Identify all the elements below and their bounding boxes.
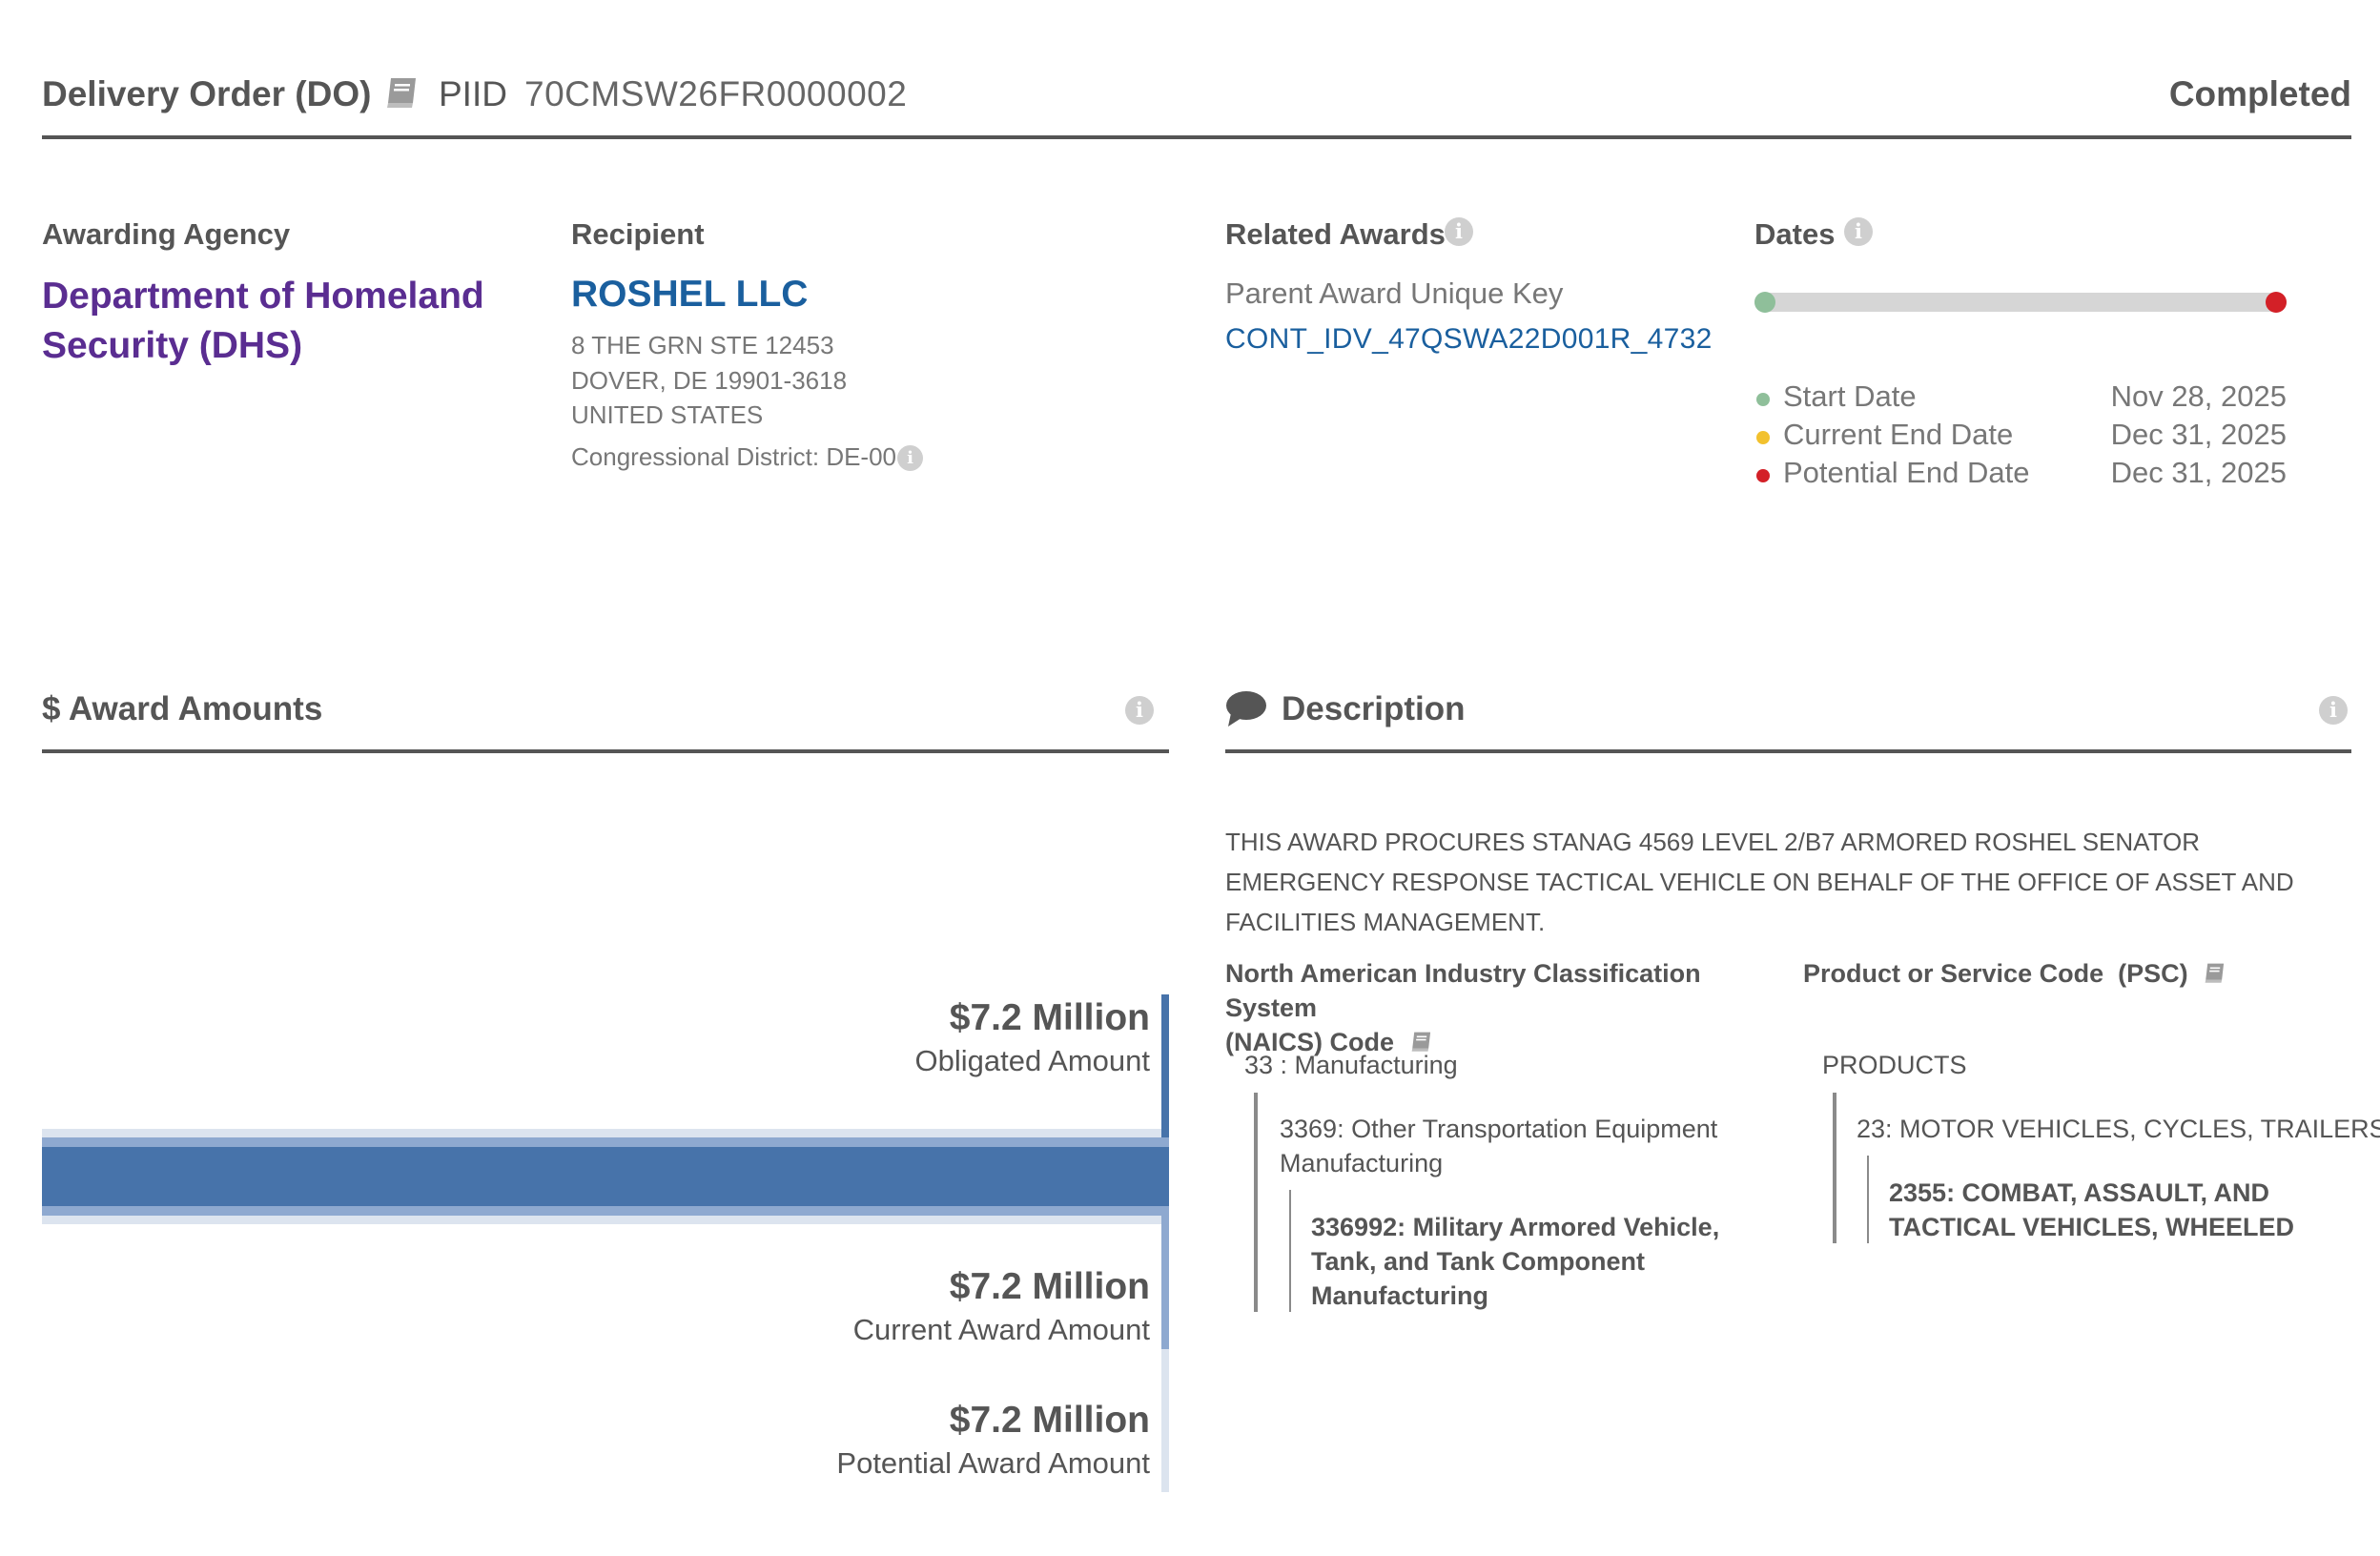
naics-glossary-book-icon[interactable] — [1409, 1031, 1434, 1054]
awarding-agency-link[interactable]: Department of Homeland Security (DHS) — [42, 276, 484, 366]
psc-tree-line-1 — [1833, 1093, 1836, 1243]
psc-tree-line-2 — [1867, 1156, 1869, 1243]
naics-tree-line-1 — [1254, 1093, 1258, 1312]
psc-level-3-line-2: TACTICAL VEHICLES, WHEELED — [1889, 1213, 2295, 1241]
awarding-agency-label: Awarding Agency — [42, 217, 291, 251]
current-indicator-line — [1161, 1216, 1169, 1349]
naics-heading-line-2: (NAICS) Code — [1225, 1028, 1394, 1056]
award-amounts-section-header: $ Award Amounts i — [42, 686, 1169, 753]
address-country: UNITED STATES — [571, 400, 764, 429]
psc-glossary-book-icon[interactable] — [2203, 962, 2227, 985]
obligated-amount-value: $7.2 Million — [949, 997, 1150, 1038]
start-date-label: Start Date — [1783, 379, 1917, 413]
address-line-2: DOVER, DE 19901-3618 — [571, 365, 848, 395]
parent-award-key-label: Parent Award Unique Key — [1225, 276, 1564, 310]
naics-level-2: 3369: Other Transportation Equipment Man… — [1280, 1112, 1717, 1180]
obligated-indicator-line — [1161, 994, 1169, 1137]
naics-level-3-line-1: 336992: Military Armored Vehicle, — [1311, 1213, 1720, 1241]
potential-amount-label: Potential Award Amount — [836, 1446, 1150, 1480]
current-end-date-dot — [1756, 431, 1770, 444]
naics-level-1: 33 : Manufacturing — [1244, 1051, 1458, 1079]
potential-end-date-label: Potential End Date — [1783, 456, 2030, 489]
timeline-start-marker — [1754, 292, 1775, 313]
current-amount-label: Current Award Amount — [852, 1313, 1150, 1346]
naics-level-2-line-2: Manufacturing — [1280, 1149, 1444, 1177]
description-text: THIS AWARD PROCURES STANAG 4569 LEVEL 2/… — [1225, 828, 2294, 936]
psc-level-3: 2355: COMBAT, ASSAULT, AND TACTICAL VEHI… — [1889, 1176, 2294, 1244]
address-line-1: 8 THE GRN STE 12453 — [571, 331, 834, 359]
naics-level-2-line-1: 3369: Other Transportation Equipment — [1280, 1115, 1718, 1143]
obligated-amount-bar — [42, 1147, 1169, 1206]
psc-level-2: 23: MOTOR VEHICLES, CYCLES, TRAILERS — [1857, 1115, 2380, 1143]
start-date-dot — [1756, 393, 1770, 406]
related-awards-label: Related Awards — [1225, 217, 1446, 251]
award-type: Delivery Order (DO) — [42, 74, 372, 113]
current-end-date-label: Current End Date — [1783, 418, 2014, 451]
award-amounts-title: $ Award Amounts — [42, 690, 323, 727]
potential-end-date-dot — [1756, 469, 1770, 482]
recipient-link[interactable]: ROSHEL LLC — [571, 274, 809, 315]
congressional-district-info-icon[interactable]: i — [897, 445, 923, 471]
dates-info-icon[interactable]: i — [1844, 217, 1873, 246]
award-header: Delivery Order (DO) PIID 70CMSW26FR00000… — [42, 57, 2351, 139]
current-amount-value: $7.2 Million — [949, 1266, 1150, 1307]
dates-label: Dates — [1754, 217, 1836, 251]
start-date-value: Nov 28, 2025 — [2110, 379, 2287, 413]
potential-amount-value: $7.2 Million — [949, 1400, 1150, 1441]
date-row-start: Start Date Nov 28, 2025 — [1754, 379, 2287, 418]
date-row-potential-end: Potential End Date Dec 31, 2025 — [1754, 456, 2287, 494]
naics-level-3: 336992: Military Armored Vehicle, Tank, … — [1311, 1210, 1719, 1313]
piid-label: PIID — [439, 74, 507, 113]
status-badge: Completed — [2168, 74, 2351, 113]
potential-indicator-line — [1161, 1349, 1169, 1492]
psc-heading: Product or Service Code (PSC) — [1803, 959, 2188, 988]
naics-heading-line-2-row: (NAICS) Code — [1225, 1025, 1778, 1059]
psc-level-3-line-1: 2355: COMBAT, ASSAULT, AND — [1889, 1178, 2270, 1207]
parent-award-key-link[interactable]: CONT_IDV_47QSWA22D001R_4732 — [1225, 323, 1713, 355]
current-end-date-value: Dec 31, 2025 — [2110, 418, 2287, 451]
timeline-end-marker — [2266, 292, 2287, 313]
piid-value: 70CMSW26FR0000002 — [524, 74, 908, 113]
recipient-label: Recipient — [571, 217, 705, 251]
congressional-district: Congressional District: DE-00 — [571, 442, 897, 471]
speech-bubble-icon — [1225, 690, 1267, 728]
psc-level-1: PRODUCTS — [1822, 1051, 1967, 1079]
related-awards-info-icon[interactable]: i — [1445, 217, 1473, 246]
date-row-current-end: Current End Date Dec 31, 2025 — [1754, 418, 2287, 456]
description-title: Description — [1282, 690, 1466, 727]
recipient-address: 8 THE GRN STE 12453 DOVER, DE 19901-3618… — [571, 328, 847, 433]
description-info-icon[interactable]: i — [2319, 696, 2348, 725]
glossary-book-icon[interactable] — [383, 76, 421, 111]
naics-heading-line-1: North American Industry Classification S… — [1225, 959, 1701, 1022]
dates-timeline-bar — [1754, 293, 2287, 312]
naics-heading: North American Industry Classification S… — [1225, 956, 1778, 1059]
description-section-header: Description i — [1225, 686, 2351, 753]
psc-heading-row: Product or Service Code (PSC) — [1803, 956, 2227, 991]
award-amounts-info-icon[interactable]: i — [1125, 696, 1154, 725]
obligated-amount-label: Obligated Amount — [914, 1044, 1150, 1077]
potential-end-date-value: Dec 31, 2025 — [2110, 456, 2287, 489]
naics-level-3-line-2: Tank, and Tank Component — [1311, 1247, 1646, 1276]
naics-tree-line-2 — [1289, 1190, 1291, 1312]
naics-level-3-line-3: Manufacturing — [1311, 1281, 1488, 1310]
